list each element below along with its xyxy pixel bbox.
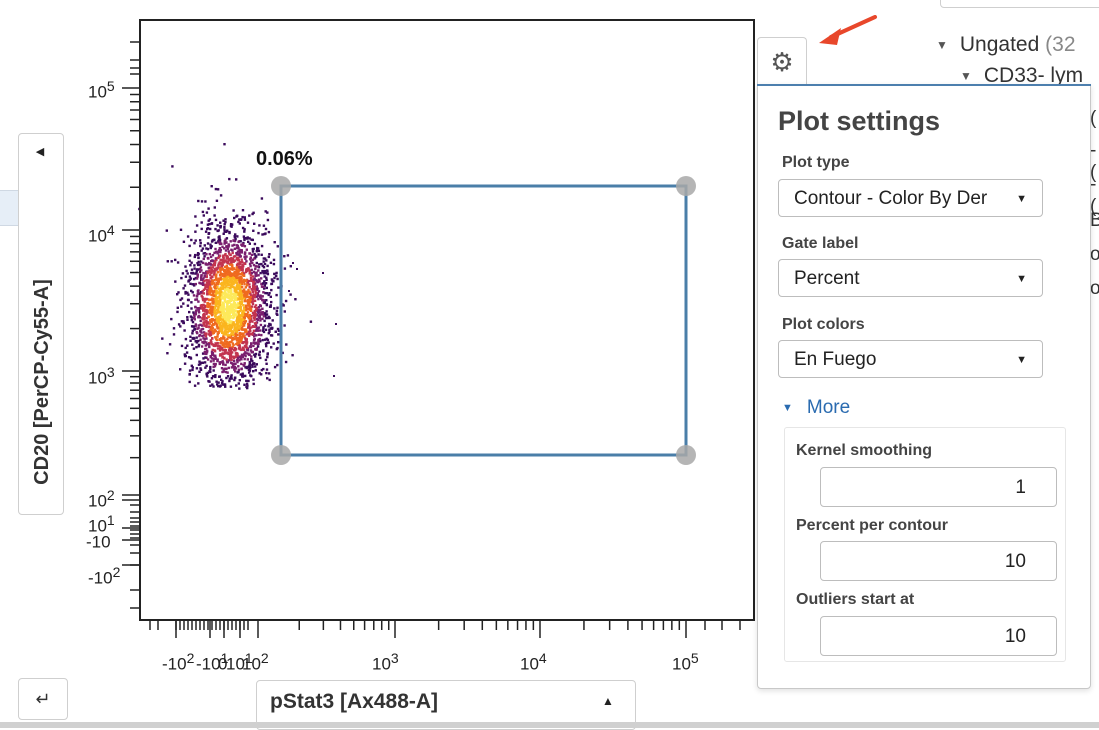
corner-arrow-icon[interactable]: ↵ — [18, 678, 68, 720]
gate-handle-top-left — [271, 176, 291, 196]
tree-item-count: (32 — [1045, 33, 1076, 56]
outliers-start-at-label: Outliers start at — [796, 591, 915, 608]
chevron-down-icon: ▼ — [1016, 193, 1027, 205]
tree-item-label: CD33- lym — [983, 64, 1084, 84]
plot-colors-label: Plot colors — [782, 316, 865, 333]
y-axis-selector[interactable] — [18, 133, 64, 515]
percent-per-contour-input[interactable]: 10 — [820, 541, 1057, 581]
plot-settings-panel: Plot settings Plot type Contour - Color … — [757, 84, 1091, 689]
x-axis-label[interactable]: pStat3 [Ax488-A] — [270, 690, 439, 713]
outliers-start-at-input[interactable]: 10 — [820, 616, 1057, 656]
plot-colors-select[interactable]: En Fuego ▼ — [778, 340, 1043, 378]
y-tick-label: -102 — [88, 564, 121, 588]
plot-colors-value: En Fuego — [794, 349, 877, 370]
caret-down-icon: ▼ — [782, 401, 793, 414]
tree-item-child[interactable]: ▼ CD33- lym — [960, 64, 1083, 84]
panel-title: Plot settings — [778, 106, 941, 136]
tree-fragment: -( — [1090, 174, 1097, 217]
tree-item-ungated[interactable]: ▼ Ungated (32 — [936, 33, 1076, 57]
chevron-down-icon: ▼ — [1016, 354, 1027, 366]
tree-fragment: ( — [1090, 108, 1097, 129]
caret-left-icon[interactable]: ◀ — [35, 146, 45, 158]
tree-fragment: o — [1090, 278, 1099, 299]
x-tick-label: 0 — [218, 654, 228, 674]
gate-rectangle — [279, 184, 688, 457]
gate-handle-top-right — [676, 176, 696, 196]
tree-search-box[interactable] — [940, 0, 1099, 8]
caret-up-icon[interactable]: ▲ — [602, 694, 614, 708]
caret-down-icon[interactable]: ▼ — [960, 69, 972, 84]
tree-fragment: B — [1090, 210, 1099, 231]
x-tick-label: 103 — [372, 650, 399, 674]
plot-type-label: Plot type — [782, 154, 850, 171]
gate-label-select[interactable]: Percent ▼ — [778, 259, 1043, 297]
side-highlight-strip — [0, 190, 20, 226]
gate-label-value: Percent — [794, 268, 860, 289]
x-tick-label: -101 — [196, 650, 229, 674]
y-tick-label: 103 — [88, 364, 115, 388]
gear-icon[interactable]: ⚙ — [757, 37, 807, 86]
plot-type-select[interactable]: Contour - Color By Der ▼ — [778, 179, 1043, 217]
gate-percent-label: 0.06% — [256, 148, 313, 170]
gate-handle-bottom-right — [676, 445, 696, 465]
x-axis-ticks — [149, 620, 741, 638]
x-tick-label: 102 — [242, 650, 269, 674]
percent-per-contour-label: Percent per contour — [796, 517, 949, 534]
y-tick-label: -10 — [86, 532, 111, 552]
tree-fragment: -( — [1090, 140, 1097, 183]
bottom-scrollbar[interactable] — [0, 722, 1099, 728]
red-arrow-icon — [819, 15, 877, 45]
y-tick-label: 104 — [88, 222, 115, 246]
x-axis-selector[interactable] — [256, 680, 636, 730]
gate-handle-bottom-left — [271, 445, 291, 465]
gate-label-label: Gate label — [782, 235, 859, 252]
x-tick-label: -102 — [162, 650, 195, 674]
more-toggle[interactable]: ▼ More — [782, 397, 850, 419]
flow-plot[interactable]: 0.06% — [0, 0, 760, 680]
tree-item-label: Ungated — [959, 33, 1040, 56]
x-tick-label: 105 — [672, 650, 699, 674]
caret-down-icon[interactable]: ▼ — [936, 38, 948, 53]
kernel-smoothing-input[interactable]: 1 — [820, 467, 1057, 507]
x-tick-label: 101 — [226, 650, 253, 674]
more-label: More — [806, 397, 851, 418]
y-axis-ticks — [122, 41, 140, 609]
y-tick-label: 102 — [88, 487, 115, 511]
y-tick-label: 101 — [88, 512, 115, 536]
kernel-smoothing-label: Kernel smoothing — [796, 442, 933, 459]
x-tick-label: 104 — [520, 650, 547, 674]
plot-type-value: Contour - Color By Der — [794, 188, 988, 209]
tree-fragment: or — [1090, 244, 1099, 265]
plot-frame — [139, 19, 755, 621]
density-cloud — [138, 143, 337, 390]
chevron-down-icon: ▼ — [1016, 273, 1027, 285]
y-tick-label: 105 — [88, 78, 115, 102]
